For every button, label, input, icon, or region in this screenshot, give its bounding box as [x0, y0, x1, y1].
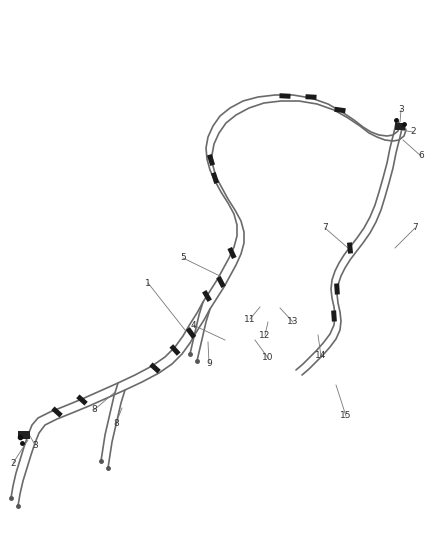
Text: 2: 2 — [10, 458, 16, 467]
Text: 13: 13 — [287, 318, 299, 327]
Bar — [18, 431, 30, 439]
Bar — [279, 93, 291, 99]
Text: 15: 15 — [340, 411, 352, 421]
Text: 8: 8 — [113, 418, 119, 427]
Text: 2: 2 — [410, 127, 416, 136]
Bar — [334, 284, 340, 295]
Text: 3: 3 — [398, 106, 404, 115]
Bar — [76, 394, 88, 406]
Bar — [305, 94, 317, 100]
Bar — [331, 310, 337, 321]
Text: 11: 11 — [244, 314, 256, 324]
Bar — [149, 362, 161, 374]
Bar — [227, 247, 237, 259]
Text: 6: 6 — [418, 151, 424, 160]
Bar — [202, 290, 212, 302]
Text: 5: 5 — [180, 254, 186, 262]
Text: 8: 8 — [91, 406, 97, 415]
Bar — [186, 327, 196, 339]
Text: 12: 12 — [259, 330, 271, 340]
Bar — [207, 154, 215, 166]
Bar — [211, 172, 219, 184]
Bar — [334, 107, 346, 113]
Text: 9: 9 — [206, 359, 212, 367]
Text: 10: 10 — [262, 353, 274, 362]
Bar — [347, 243, 353, 254]
Text: 7: 7 — [412, 223, 418, 232]
Text: 7: 7 — [322, 223, 328, 232]
Text: 1: 1 — [145, 279, 151, 287]
Text: 3: 3 — [32, 440, 38, 449]
Bar — [170, 344, 180, 356]
Bar — [51, 407, 63, 417]
Bar — [216, 276, 226, 288]
Text: 14: 14 — [315, 351, 327, 360]
Bar — [395, 123, 405, 130]
Text: 4: 4 — [190, 320, 196, 329]
